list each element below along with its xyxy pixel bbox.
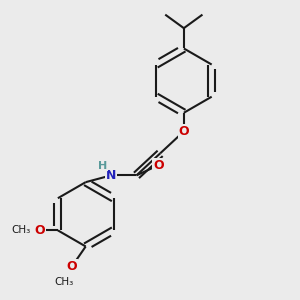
Text: N: N (106, 169, 116, 182)
Text: H: H (98, 161, 107, 171)
Text: CH₃: CH₃ (54, 277, 73, 287)
Text: CH₃: CH₃ (11, 225, 30, 235)
Text: O: O (34, 224, 44, 237)
Text: O: O (153, 159, 164, 172)
Text: O: O (67, 260, 77, 273)
Text: O: O (178, 125, 189, 138)
